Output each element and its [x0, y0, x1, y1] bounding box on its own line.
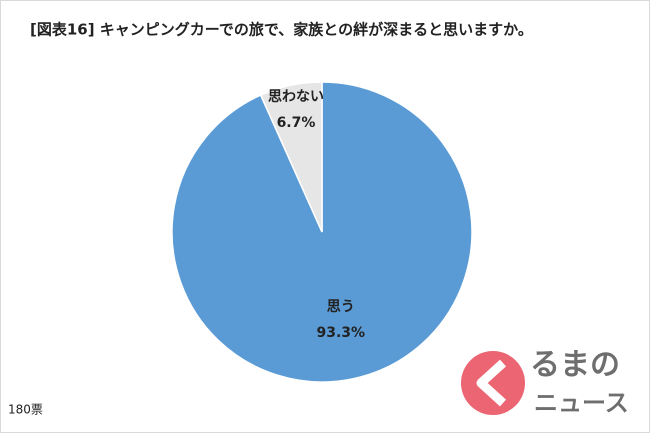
slice-label: 思わない — [268, 89, 324, 105]
logo-mark — [476, 359, 507, 407]
note: 180票 — [8, 403, 43, 417]
watermark: るまの ニュース — [461, 348, 629, 417]
value-label: 6.7% — [277, 115, 316, 131]
chart-title: [図表16] キャンピングカーでの旅で、家族との絆が深まると思いますか。 — [30, 21, 533, 39]
watermark-text: ニュース — [534, 389, 629, 417]
watermark-text: るまの — [530, 348, 620, 383]
logo-circle — [461, 351, 525, 415]
slice-label: 思う — [327, 299, 355, 315]
value-label: 93.3% — [317, 325, 366, 341]
pie-slice — [259, 81, 323, 233]
